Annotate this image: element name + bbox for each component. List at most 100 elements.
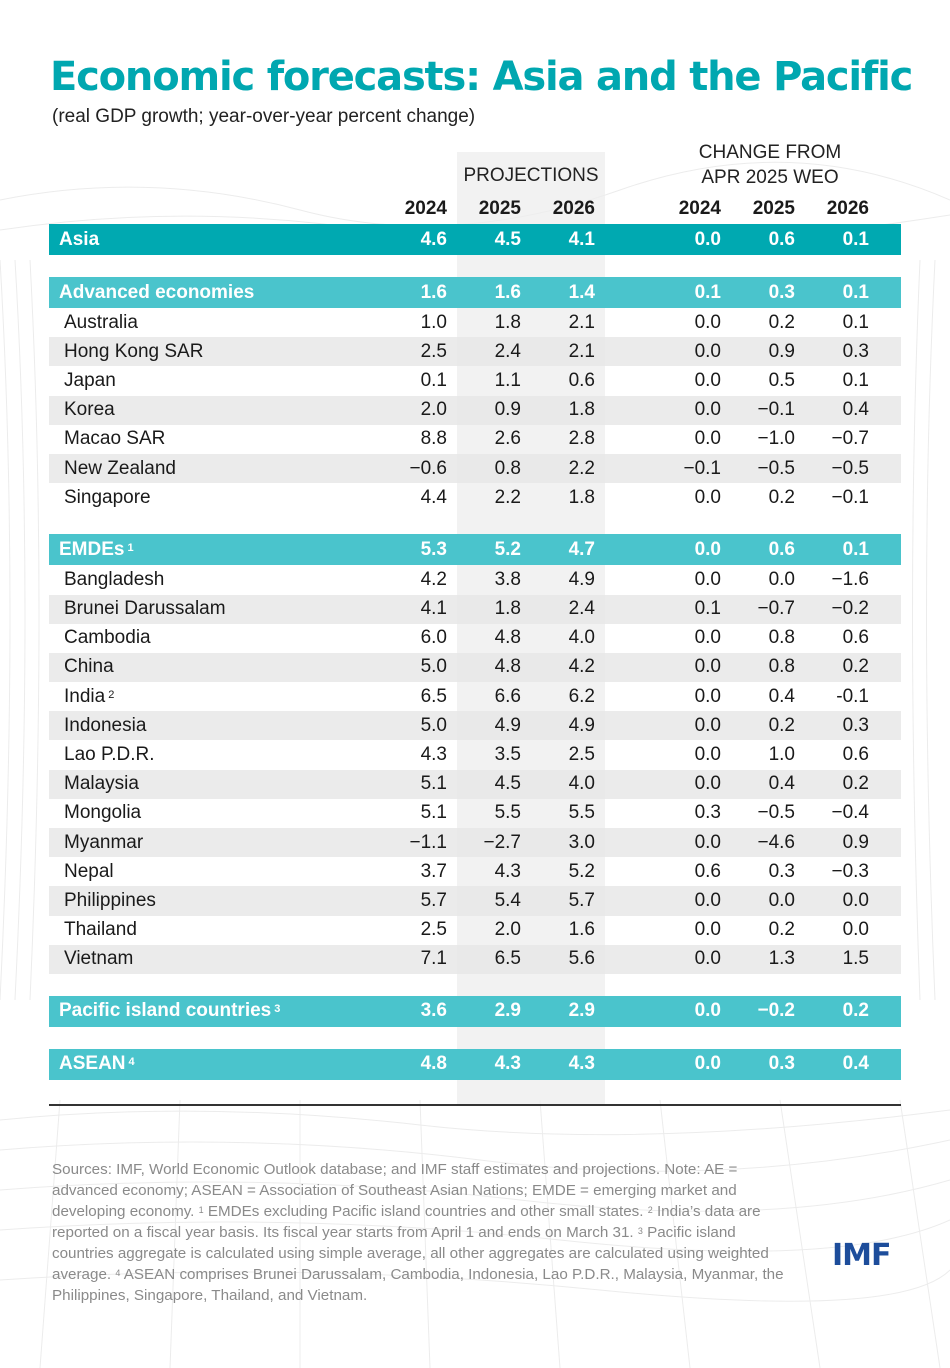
value-2024: 6.5 <box>420 685 447 707</box>
row-spacer <box>49 255 901 277</box>
value-2024-change: 0.0 <box>694 340 721 362</box>
value-2026-proj: 4.9 <box>568 714 595 736</box>
value-2026-proj: 2.1 <box>568 340 595 362</box>
value-2026-proj: 5.6 <box>568 948 595 970</box>
value-2025-proj: 4.5 <box>494 228 521 250</box>
value-2025-change: −0.5 <box>757 802 795 824</box>
value-2024: 5.3 <box>420 538 447 560</box>
value-2024-change: 0.0 <box>694 627 721 649</box>
row-label-text: Advanced economies <box>59 281 255 303</box>
table-bottom-rule <box>49 1104 901 1106</box>
value-2025-proj: 2.0 <box>494 919 521 941</box>
row-label-text: Brunei Darussalam <box>64 598 226 620</box>
year-header-2026-change: 2026 <box>826 198 869 219</box>
row-label-text: Vietnam <box>64 948 134 970</box>
value-2024-change: −0.1 <box>683 457 721 479</box>
value-2026-change: −0.7 <box>831 428 869 450</box>
value-2024-change: 0.0 <box>694 428 721 450</box>
row-label-text: ASEAN <box>59 1053 126 1075</box>
value-2025-proj: 2.2 <box>494 486 521 508</box>
table-row: New Zealand −0.6 0.8 2.2 −0.1 −0.5 −0.5 <box>49 453 901 484</box>
value-2025-proj: 1.8 <box>494 598 521 620</box>
year-header-2024: 2024 <box>404 198 447 219</box>
value-2025-proj: 4.9 <box>494 714 521 736</box>
row-label-text: Indonesia <box>64 714 147 736</box>
value-2025-change: −1.0 <box>757 428 795 450</box>
table-row: China 5.0 4.8 4.2 0.0 0.8 0.2 <box>49 652 901 683</box>
table-row: Macao SAR 8.8 2.6 2.8 0.0 −1.0 −0.7 <box>49 425 901 454</box>
page-title: Economic forecasts: Asia and the Pacific <box>50 54 913 100</box>
value-2024: 4.8 <box>420 1053 447 1075</box>
value-2025-change: −0.5 <box>757 457 795 479</box>
value-2025-proj: 2.9 <box>494 1000 521 1022</box>
value-2025-proj: 1.1 <box>494 369 521 391</box>
row-label: India 2 <box>64 682 114 711</box>
row-label: Philippines <box>64 886 156 915</box>
table-row: Myanmar −1.1 −2.7 3.0 0.0 −4.6 0.9 <box>49 828 901 858</box>
value-2026-proj: 2.8 <box>568 428 595 450</box>
value-2026-proj: 2.2 <box>568 457 595 479</box>
value-2026-proj: 1.6 <box>568 919 595 941</box>
value-2026-change: −0.2 <box>831 598 869 620</box>
row-label: Thailand <box>64 916 137 945</box>
footnote-1: EMDEs excluding Pacific island countries… <box>207 1203 644 1220</box>
value-2026-proj: 4.1 <box>568 228 595 250</box>
value-2025-proj: 0.9 <box>494 399 521 421</box>
row-label: Korea <box>64 396 115 425</box>
value-2026-change: 0.6 <box>842 744 869 766</box>
row-label: Vietnam <box>64 945 133 974</box>
value-2024-change: 0.0 <box>694 486 721 508</box>
value-2025-change: 0.3 <box>768 860 795 882</box>
page-subtitle: (real GDP growth; year-over-year percent… <box>52 106 476 127</box>
value-2025-change: 0.6 <box>768 538 795 560</box>
value-2024: 8.8 <box>420 428 447 450</box>
value-2026-change: 0.0 <box>842 919 869 941</box>
table-row: India 2 6.5 6.6 6.2 0.0 0.4 -0.1 <box>49 682 901 711</box>
year-header-row: 2024 2025 2026 2024 2025 2026 <box>49 198 901 224</box>
value-2026-change: 0.2 <box>842 656 869 678</box>
value-2025-change: 0.8 <box>768 627 795 649</box>
value-2025-change: 0.2 <box>768 919 795 941</box>
row-label: Myanmar <box>64 828 143 857</box>
imf-logo: IMF <box>832 1238 892 1273</box>
row-label: Mongolia <box>64 799 141 828</box>
value-2024-change: 0.1 <box>694 598 721 620</box>
value-2024-change: 0.0 <box>694 1053 721 1075</box>
row-label-text: Mongolia <box>64 802 142 824</box>
value-2026-proj: 4.0 <box>568 773 595 795</box>
value-2025-change: −0.1 <box>757 399 795 421</box>
row-label: EMDEs 1 <box>59 534 134 565</box>
table-row: Australia 1.0 1.8 2.1 0.0 0.2 0.1 <box>49 308 901 337</box>
value-2025-proj: 0.8 <box>494 457 521 479</box>
value-2026-change: 0.4 <box>842 399 869 421</box>
value-2026-change: −0.1 <box>831 486 869 508</box>
value-2024-change: 0.0 <box>694 919 721 941</box>
value-2025-change: 0.4 <box>768 685 795 707</box>
row-label-text: Philippines <box>64 889 156 911</box>
value-2024: 4.2 <box>420 568 447 590</box>
value-2025-proj: 3.5 <box>494 744 521 766</box>
table-row: Lao P.D.R. 4.3 3.5 2.5 0.0 1.0 0.6 <box>49 740 901 769</box>
value-2026-proj: 0.6 <box>568 369 595 391</box>
value-2025-proj: 2.4 <box>494 340 521 362</box>
row-label: Asia <box>59 224 99 255</box>
row-label: ASEAN 4 <box>59 1049 135 1080</box>
value-2024: 5.7 <box>420 889 447 911</box>
row-label-text: Nepal <box>64 860 114 882</box>
value-2025-proj: 6.5 <box>494 948 521 970</box>
year-header-2025-projection: 2025 <box>478 198 521 219</box>
value-2026-change: 0.0 <box>842 889 869 911</box>
value-2026-change: 0.1 <box>842 228 869 250</box>
value-2025-proj: 4.3 <box>494 1053 521 1075</box>
row-label: Cambodia <box>64 624 151 653</box>
value-2025-proj: 2.6 <box>494 428 521 450</box>
change-header-line2: APR 2025 WEO <box>701 167 839 188</box>
value-2024: 2.0 <box>420 399 447 421</box>
footnote-marker: 2 <box>108 688 115 701</box>
value-2025-change: 0.4 <box>768 773 795 795</box>
row-label: Indonesia <box>64 711 146 740</box>
value-2025-proj: 5.4 <box>494 889 521 911</box>
row-label: Malaysia <box>64 770 139 799</box>
value-2026-change: 0.6 <box>842 627 869 649</box>
